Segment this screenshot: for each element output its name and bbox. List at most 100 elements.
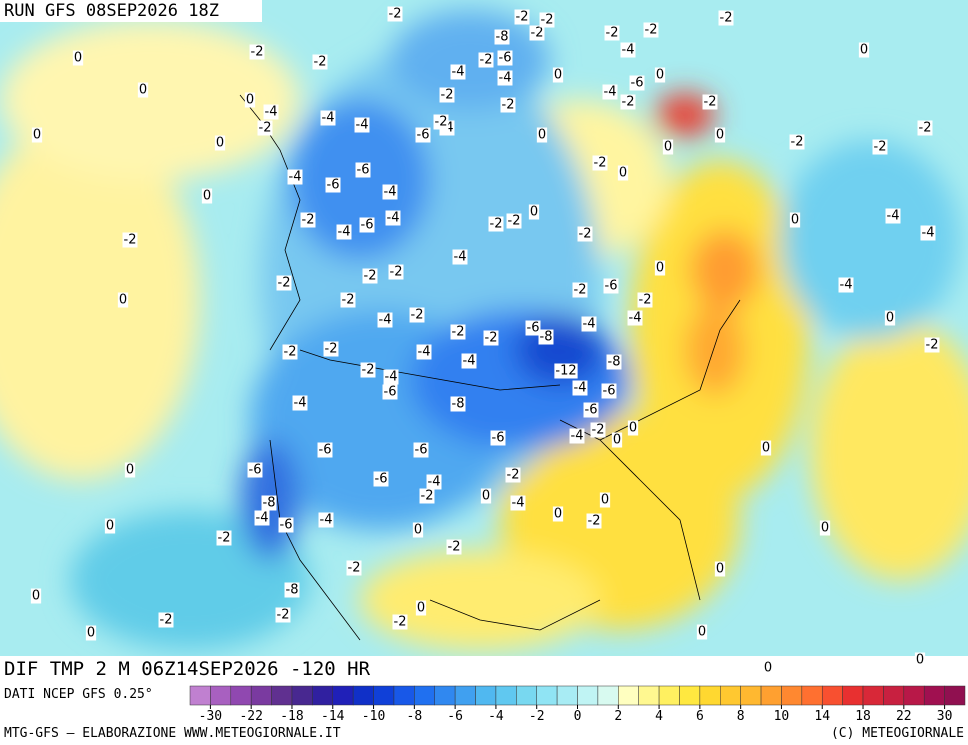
contour-label: -2 — [531, 26, 544, 41]
contour-label-bg — [415, 600, 427, 616]
contour-label: -4 — [322, 111, 335, 126]
contour-label-bg — [360, 362, 376, 378]
colorbar-swatch — [699, 685, 721, 706]
colorbar-swatch — [312, 685, 334, 706]
contour-label-bg — [662, 139, 674, 155]
contour-label-bg — [714, 127, 726, 143]
contour-label: -6 — [527, 321, 540, 336]
colorbar-tick-label: -22 — [239, 709, 262, 724]
contour-label-bg — [500, 97, 516, 113]
contour-label: -2 — [394, 615, 407, 630]
contour-label: -2 — [791, 135, 804, 150]
contour-label: 0 — [33, 128, 41, 143]
colorbar-swatch — [577, 685, 599, 706]
contour-label-bg — [586, 513, 602, 529]
contour-label-bg — [592, 155, 608, 171]
contour-label: -2 — [594, 156, 607, 171]
contour-label-bg — [388, 264, 404, 280]
contour-label: -4 — [499, 71, 512, 86]
contour-label-bg — [536, 127, 548, 143]
colorbar-swatch — [393, 685, 415, 706]
contour-label-bg — [439, 87, 455, 103]
contour-label-bg — [611, 432, 623, 448]
colorbar-swatch — [801, 685, 823, 706]
contour-label-bg — [85, 625, 97, 641]
contour-label-bg — [275, 607, 291, 623]
contour-label: -2 — [421, 489, 434, 504]
contour-label: -2 — [874, 140, 887, 155]
colorbar-tick-label: 8 — [737, 709, 745, 724]
contour-label-bg — [601, 383, 617, 399]
contour-label-bg — [528, 204, 540, 220]
contour-label-bg — [387, 6, 403, 22]
colorbar-swatch — [720, 685, 741, 706]
contour-label-bg — [914, 652, 926, 668]
contour-label: -2 — [435, 115, 448, 130]
contour-label-bg — [419, 488, 435, 504]
contour-label: -4 — [418, 345, 431, 360]
contour-label-bg — [617, 165, 629, 181]
colorbar-tick-label: 22 — [896, 709, 912, 724]
contour-label-bg — [599, 492, 611, 508]
contour-label-bg — [276, 275, 292, 291]
contour-label: -4 — [629, 311, 642, 326]
contour-label: -2 — [452, 325, 465, 340]
contour-label-bg — [413, 442, 429, 458]
colorbar-swatch — [516, 685, 537, 706]
contour-label: -6 — [375, 472, 388, 487]
contour-label-bg — [214, 135, 226, 151]
contour-label: -8 — [540, 330, 553, 345]
contour-label: -2 — [639, 293, 652, 308]
contour-label: -2 — [441, 88, 454, 103]
contour-label: -4 — [604, 85, 617, 100]
contour-label: -2 — [389, 7, 402, 22]
contour-label-bg — [838, 277, 854, 293]
contour-label: -2 — [342, 293, 355, 308]
contour-label-bg — [714, 561, 726, 577]
contour-label-bg — [426, 474, 442, 490]
contour-label: 0 — [414, 523, 422, 538]
contour-label: -2 — [480, 53, 493, 68]
contour-label-bg — [514, 9, 530, 25]
contour-label: -4 — [428, 475, 441, 490]
contour-label-bg — [325, 177, 341, 193]
contour-label: -4 — [840, 278, 853, 293]
contour-label: 0 — [482, 489, 490, 504]
contour-label: 0 — [762, 441, 770, 456]
contour-label: -4 — [512, 496, 525, 511]
contour-label-bg — [718, 10, 734, 26]
contour-label: 0 — [698, 625, 706, 640]
contour-label: -2 — [284, 345, 297, 360]
contour-label-bg — [606, 354, 622, 370]
contour-label: 0 — [791, 213, 799, 228]
contour-label: -2 — [278, 276, 291, 291]
contour-label: -4 — [356, 118, 369, 133]
contour-label: -4 — [294, 396, 307, 411]
colorbar-tick-label: -10 — [362, 709, 385, 724]
contour-label: -4 — [387, 211, 400, 226]
contour-label-bg — [529, 25, 545, 41]
contour-label-bg — [31, 127, 43, 143]
contour-label-bg — [654, 67, 666, 83]
contour-label: 0 — [126, 463, 134, 478]
contour-label: -2 — [592, 423, 605, 438]
contour-label: -4 — [583, 317, 596, 332]
map-title: DIF TMP 2 M 06Z14SEP2026 -120 HR — [4, 658, 371, 680]
contour-label-bg — [312, 54, 328, 70]
contour-label-bg — [249, 44, 265, 60]
contour-label-bg — [819, 520, 831, 536]
credit: MTG-GFS — ELABORAZIONE WWW.METEOGIORNALE… — [4, 726, 341, 741]
colorbar-swatch — [740, 685, 762, 706]
contour-label-bg — [282, 344, 298, 360]
contour-label: -6 — [361, 218, 374, 233]
contour-label-bg — [124, 462, 136, 478]
contour-label-bg — [382, 184, 398, 200]
contour-label-bg — [137, 82, 149, 98]
contour-label: -2 — [622, 95, 635, 110]
contour-label-bg — [872, 139, 888, 155]
contour-label-bg — [261, 495, 277, 511]
run-title: RUN GFS 08SEP2026 18Z — [4, 1, 219, 21]
colorbar-swatch — [454, 685, 476, 706]
contour-label: 0 — [119, 293, 127, 308]
contour-label: -6 — [327, 178, 340, 193]
